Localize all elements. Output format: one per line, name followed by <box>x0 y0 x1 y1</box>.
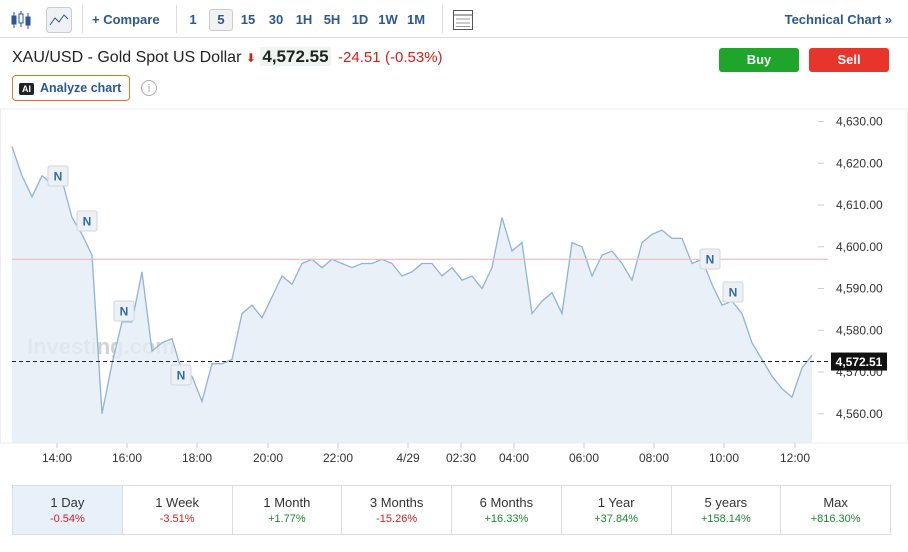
interval-button[interactable]: 1M <box>406 12 426 27</box>
interval-button[interactable]: 1 <box>189 12 197 27</box>
x-tick-label: 22:00 <box>323 451 353 465</box>
svg-text:i: i <box>148 83 150 95</box>
period-cell[interactable]: 6 Months +16.33% <box>451 486 561 534</box>
sell-button[interactable]: Sell <box>809 48 889 72</box>
header: XAU/USD - Gold Spot US Dollar ⬇ 4,572.55… <box>12 47 443 66</box>
y-tick-label: 4,610.00 <box>836 198 883 212</box>
price-line <box>11 146 813 414</box>
buy-button[interactable]: Buy <box>719 48 799 72</box>
y-tick-label: 4,630.00 <box>836 115 883 129</box>
news-marker: N <box>706 253 715 267</box>
area-icon[interactable] <box>46 7 72 33</box>
period-change: -0.54% <box>49 513 85 525</box>
y-tick-label: 4,600.00 <box>836 240 883 254</box>
period-name: 1 Year <box>597 495 635 510</box>
period-change: +816.30% <box>810 513 861 525</box>
period-cell[interactable]: 3 Months -15.26% <box>341 486 451 534</box>
period-change: +37.84% <box>594 513 638 525</box>
chart: Investing.com4,560.004,570.004,580.004,5… <box>0 108 908 465</box>
period-change: +16.33% <box>484 513 529 525</box>
change-pct: (-0.53%) <box>385 49 443 66</box>
sep <box>442 5 443 33</box>
news-marker: N <box>177 369 186 383</box>
period-table: 1 Day -0.54% 1 Week -3.51% 1 Month +1.77% 3 Mo… <box>12 485 891 535</box>
period-name: 6 Months <box>479 495 534 510</box>
period-name: 1 Week <box>155 495 200 510</box>
news-marker: N <box>83 215 92 229</box>
news-marker: N <box>54 170 63 184</box>
interval-button[interactable]: 1D <box>351 12 369 27</box>
interval-button[interactable]: 1W <box>378 12 398 27</box>
table-icon[interactable] <box>452 9 474 31</box>
y-tick-label: 4,590.00 <box>836 282 883 296</box>
interval-button[interactable]: 1H <box>295 12 313 27</box>
interval-button[interactable]: 5H <box>323 12 341 27</box>
info-icon[interactable]: i <box>140 79 158 97</box>
period-name: 1 Day <box>50 495 85 510</box>
period-change: -3.51% <box>159 513 195 525</box>
instrument-title: XAU/USD - Gold Spot US Dollar <box>12 49 242 66</box>
candle-icon[interactable] <box>10 9 34 31</box>
period-change: +1.77% <box>268 513 306 525</box>
last-price-tag <box>831 352 887 371</box>
change: -24.51 <box>338 49 381 66</box>
price: 4,572.55 <box>260 47 331 66</box>
period-name: 1 Month <box>263 495 311 510</box>
interval-button[interactable]: 15 <box>240 12 256 27</box>
period-cell[interactable]: 5 years +158.14% <box>670 486 781 534</box>
analyze-label: Analyze chart <box>40 81 122 95</box>
period-cell[interactable]: 1 Year +37.84% <box>560 486 671 534</box>
x-tick-label: 12:00 <box>780 451 810 465</box>
analyze-button[interactable]: AI Analyze chart <box>12 75 131 101</box>
news-marker: N <box>729 286 738 300</box>
period-name: 5 years <box>704 495 748 510</box>
news-marker-box <box>170 364 192 386</box>
news-marker-box <box>76 210 98 232</box>
period-change: -15.26% <box>376 513 418 525</box>
y-tick-label: 4,580.00 <box>836 323 883 337</box>
technical-chart-link[interactable]: Technical Chart » <box>784 12 892 27</box>
period-name: Max <box>823 495 848 510</box>
x-tick-label: 04:00 <box>499 451 529 465</box>
period-cell[interactable]: 1 Week -3.51% <box>121 486 232 534</box>
technical-label: Technical Chart <box>784 12 882 27</box>
news-marker: N <box>120 305 129 319</box>
compare-button[interactable]: + Compare <box>92 12 160 27</box>
interval-button[interactable]: 30 <box>268 12 284 27</box>
x-tick-label: 18:00 <box>182 451 212 465</box>
period-cell[interactable]: 1 Day -0.54% <box>13 486 122 534</box>
compare-label: Compare <box>103 12 160 27</box>
news-marker-box <box>722 281 744 303</box>
x-tick-label: 02:30 <box>446 451 476 465</box>
sep <box>82 5 83 33</box>
news-marker-box <box>113 300 135 322</box>
x-tick-label: 4/29 <box>396 451 420 465</box>
area <box>12 146 812 443</box>
y-tick-label: 4,620.00 <box>836 156 883 170</box>
last-price-label: 4,572.51 <box>836 355 883 369</box>
period-cell[interactable]: Max +816.30% <box>780 486 890 534</box>
news-marker-box <box>699 248 721 270</box>
interval-button[interactable]: 5 <box>209 9 233 31</box>
x-tick-label: 10:00 <box>709 451 739 465</box>
sep <box>176 5 177 33</box>
toolbar-divider <box>0 37 908 38</box>
period-cell[interactable]: 1 Month +1.77% <box>231 486 342 534</box>
news-marker-box <box>47 165 69 187</box>
x-tick-label: 20:00 <box>253 451 283 465</box>
x-tick-label: 06:00 <box>569 451 599 465</box>
y-tick-label: 4,560.00 <box>836 407 883 421</box>
x-tick-label: 08:00 <box>639 451 669 465</box>
x-tick-label: 16:00 <box>112 451 142 465</box>
x-tick-label: 14:00 <box>42 451 72 465</box>
period-name: 3 Months <box>369 495 424 510</box>
period-change: +158.14% <box>700 513 751 525</box>
